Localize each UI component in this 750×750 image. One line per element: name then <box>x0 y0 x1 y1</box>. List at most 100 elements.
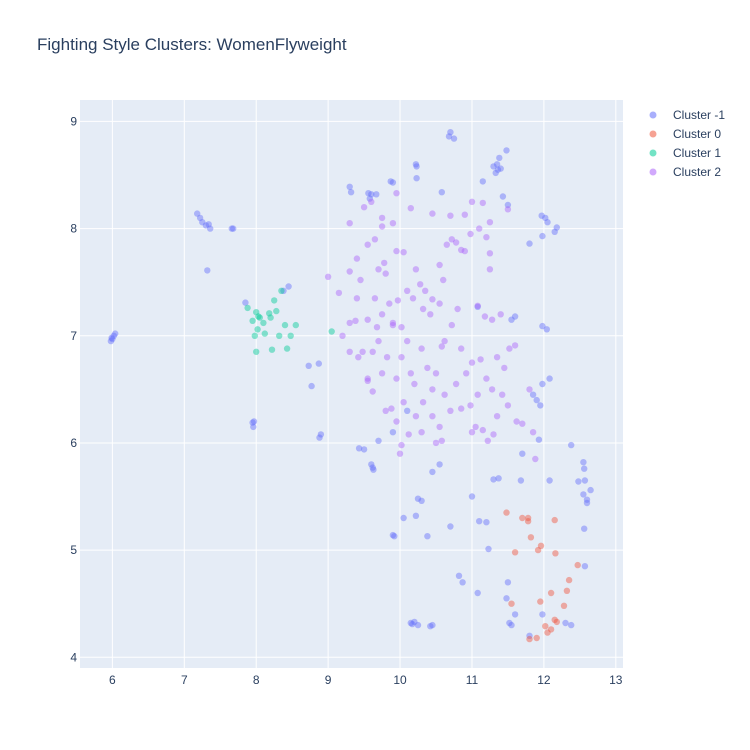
data-point[interactable] <box>436 461 443 468</box>
data-point[interactable] <box>413 175 420 182</box>
data-point[interactable] <box>427 311 434 318</box>
data-point[interactable] <box>375 337 382 345</box>
data-point[interactable] <box>419 305 427 313</box>
data-point[interactable] <box>260 319 267 327</box>
data-point[interactable] <box>411 618 418 626</box>
data-point[interactable] <box>394 297 402 304</box>
data-point[interactable] <box>497 311 504 318</box>
data-point[interactable] <box>369 348 376 355</box>
data-point[interactable] <box>450 135 458 142</box>
data-point[interactable] <box>479 199 486 207</box>
data-point[interactable] <box>458 246 465 254</box>
data-point[interactable] <box>539 322 546 330</box>
data-point[interactable] <box>537 402 544 409</box>
data-point[interactable] <box>418 497 425 504</box>
data-point[interactable] <box>404 407 411 414</box>
data-point[interactable] <box>508 621 515 629</box>
data-point[interactable] <box>565 576 573 584</box>
data-point[interactable] <box>506 345 513 352</box>
data-point[interactable] <box>254 326 261 333</box>
data-point[interactable] <box>409 620 416 628</box>
data-point[interactable] <box>511 611 519 618</box>
data-point[interactable] <box>438 189 445 196</box>
data-point[interactable] <box>436 423 443 431</box>
data-point[interactable] <box>112 330 119 337</box>
data-point[interactable] <box>472 423 479 431</box>
data-point[interactable] <box>526 240 533 247</box>
data-point[interactable] <box>389 531 397 539</box>
data-point[interactable] <box>353 255 361 262</box>
data-point[interactable] <box>389 179 397 186</box>
data-point[interactable] <box>526 635 533 643</box>
data-point[interactable] <box>495 475 502 482</box>
data-point[interactable] <box>583 496 591 503</box>
data-point[interactable] <box>308 382 315 390</box>
data-point[interactable] <box>316 434 323 441</box>
data-point[interactable] <box>483 375 490 382</box>
data-point[interactable] <box>371 295 379 302</box>
data-point[interactable] <box>364 377 371 384</box>
data-point[interactable] <box>359 348 366 355</box>
data-point[interactable] <box>422 287 429 294</box>
legend-item[interactable]: Cluster -1 <box>649 108 726 122</box>
data-point[interactable] <box>532 455 539 463</box>
data-point[interactable] <box>568 621 575 629</box>
data-point[interactable] <box>285 283 292 290</box>
data-point[interactable] <box>543 326 550 333</box>
data-point[interactable] <box>382 270 389 277</box>
data-point[interactable] <box>414 495 422 502</box>
data-point[interactable] <box>452 239 460 246</box>
data-point[interactable] <box>429 386 436 393</box>
data-point[interactable] <box>427 623 434 630</box>
data-point[interactable] <box>463 370 470 377</box>
data-point[interactable] <box>474 391 481 398</box>
data-point[interactable] <box>519 450 526 457</box>
data-point[interactable] <box>443 241 450 248</box>
data-point[interactable] <box>346 268 353 275</box>
data-point[interactable] <box>490 476 497 483</box>
data-point[interactable] <box>368 198 375 205</box>
data-point[interactable] <box>375 266 382 273</box>
legend[interactable]: Cluster -1 Cluster 0 Cluster 1 Cluster 2 <box>649 108 726 179</box>
data-point[interactable] <box>268 346 276 353</box>
data-point[interactable] <box>280 287 287 294</box>
data-point[interactable] <box>452 380 460 388</box>
data-point[interactable] <box>537 542 545 549</box>
data-point[interactable] <box>370 466 377 473</box>
data-point[interactable] <box>369 464 376 471</box>
data-point[interactable] <box>538 212 545 219</box>
data-point[interactable] <box>387 178 394 185</box>
data-point[interactable] <box>568 441 575 449</box>
data-point[interactable] <box>400 249 407 256</box>
data-point[interactable] <box>346 348 353 355</box>
data-point[interactable] <box>486 266 494 273</box>
data-point[interactable] <box>364 241 371 248</box>
data-point[interactable] <box>539 380 546 388</box>
data-point[interactable] <box>207 225 214 232</box>
data-point[interactable] <box>468 359 476 366</box>
data-point[interactable] <box>468 198 476 205</box>
data-point[interactable] <box>378 311 386 318</box>
data-point[interactable] <box>339 332 346 339</box>
data-point[interactable] <box>228 225 235 232</box>
data-point[interactable] <box>432 439 440 447</box>
data-point[interactable] <box>581 525 588 532</box>
data-point[interactable] <box>504 201 512 209</box>
data-point[interactable] <box>488 386 496 393</box>
data-point[interactable] <box>251 332 258 339</box>
data-point[interactable] <box>493 161 501 168</box>
data-point[interactable] <box>328 328 335 335</box>
data-point[interactable] <box>378 214 386 222</box>
data-point[interactable] <box>527 534 535 541</box>
data-point[interactable] <box>250 418 258 425</box>
data-point[interactable] <box>581 477 589 484</box>
data-point[interactable] <box>486 219 494 226</box>
data-point[interactable] <box>448 321 455 329</box>
data-point[interactable] <box>242 299 249 306</box>
data-point[interactable] <box>447 407 454 414</box>
data-point[interactable] <box>346 183 353 190</box>
data-point[interactable] <box>547 589 555 597</box>
data-point[interactable] <box>413 163 420 170</box>
data-point[interactable] <box>493 413 501 420</box>
data-point[interactable] <box>253 309 260 316</box>
